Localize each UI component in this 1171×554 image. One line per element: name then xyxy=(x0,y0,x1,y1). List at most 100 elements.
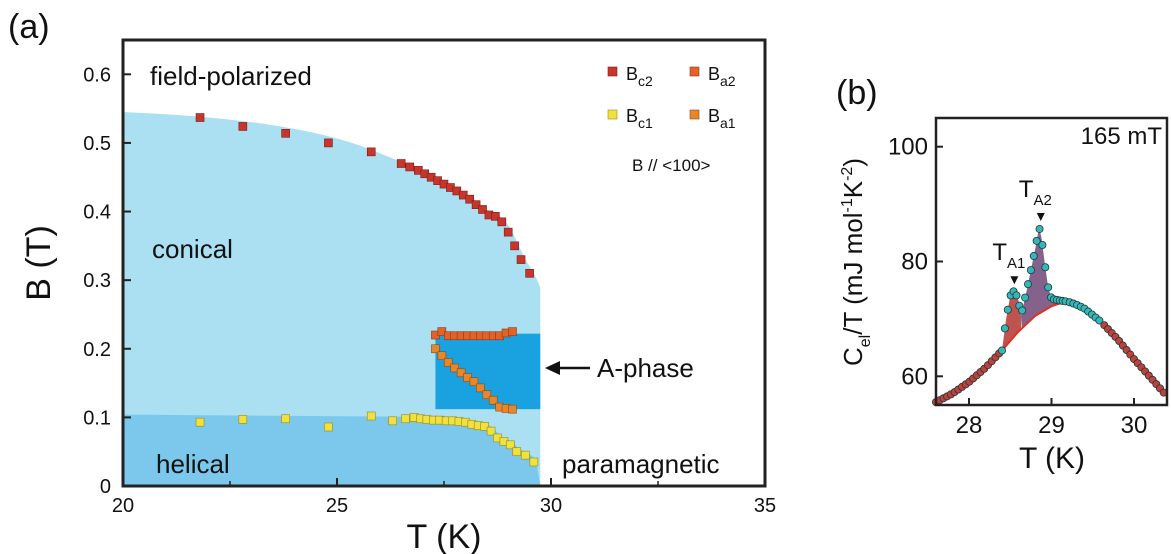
data-point xyxy=(1041,263,1050,272)
marker-bc2 xyxy=(238,122,248,131)
panel-a-plot: 20 25 30 35 0 0.1 0.2 0.3 0.4 0.5 0.6 xyxy=(83,38,776,517)
marker-ba1 xyxy=(469,377,479,387)
peak-arrow xyxy=(1036,213,1045,222)
marker-bc1 xyxy=(512,447,522,456)
panel-b-data-points xyxy=(932,224,1168,407)
marker-bc2 xyxy=(497,217,507,227)
panel-a-y-ticks: 0 0.1 0.2 0.3 0.4 0.5 0.6 xyxy=(83,64,131,498)
panel-b-annotation: 165 mT xyxy=(1081,123,1163,150)
marker-bc1 xyxy=(486,426,496,436)
data-point xyxy=(1032,236,1041,245)
panel-b-label: (b) xyxy=(836,74,878,112)
data-point xyxy=(1021,293,1030,302)
legend-marker-bc2 xyxy=(607,66,618,77)
a-phase-label: A-phase xyxy=(597,353,694,383)
panel-b-x-label: T (K) xyxy=(1019,442,1085,475)
legend-marker-ba2 xyxy=(689,66,700,77)
marker-bc1 xyxy=(238,415,248,424)
helical-region xyxy=(123,414,541,486)
y-tick-label: 0.5 xyxy=(83,133,111,155)
marker-bc1 xyxy=(506,440,515,450)
y-tick-label: 0.3 xyxy=(83,270,111,292)
legend-label-ba1: Ba1 xyxy=(708,106,736,131)
marker-bc1 xyxy=(401,414,410,424)
panel-a-y-label: B (T) xyxy=(20,225,58,301)
legend-label-bc2: Bc2 xyxy=(626,64,653,89)
y-tick-label: 60 xyxy=(901,363,928,390)
marker-bc2 xyxy=(503,227,513,237)
marker-bc2 xyxy=(324,138,333,148)
marker-bc1 xyxy=(521,450,530,460)
marker-bc1 xyxy=(388,416,397,426)
data-point xyxy=(1012,291,1021,300)
y-tick-label: 0.1 xyxy=(83,407,111,429)
data-point xyxy=(1000,324,1009,333)
marker-ba1 xyxy=(456,368,466,378)
panel-a-label: (a) xyxy=(8,8,50,46)
y-tick-label: 0.6 xyxy=(83,64,111,86)
legend-label-ba2: Ba2 xyxy=(708,64,736,89)
x-tick-label: 25 xyxy=(326,495,348,517)
marker-ba2 xyxy=(508,327,517,336)
panel-b-y-ticks: 60 80 100 xyxy=(888,134,943,390)
panel-a-x-ticks: 20 25 30 35 xyxy=(112,478,776,517)
marker-bc2 xyxy=(405,162,415,172)
marker-bc2 xyxy=(516,255,526,264)
panel-b-x-ticks: 28 29 30 xyxy=(956,398,1147,439)
y-tick-label: 0 xyxy=(100,476,111,498)
marker-bc2 xyxy=(510,241,519,251)
panel-a-legend: Bc2 Ba2 Bc1 Ba1 B // <100> xyxy=(607,64,736,175)
y-tick-label: 80 xyxy=(901,249,928,276)
data-point xyxy=(1095,316,1104,325)
legend-note: B // <100> xyxy=(632,156,711,175)
x-tick-label: 29 xyxy=(1038,412,1065,439)
conical-label: conical xyxy=(152,234,233,264)
marker-bc2 xyxy=(281,129,290,138)
marker-bc1 xyxy=(324,422,333,432)
marker-bc2 xyxy=(491,212,500,221)
marker-bc1 xyxy=(529,457,539,467)
marker-bc1 xyxy=(281,414,290,424)
paramagnetic-label: paramagnetic xyxy=(562,449,720,479)
marker-bc1 xyxy=(366,411,376,421)
marker-bc2 xyxy=(471,200,481,209)
y-tick-label: 0.2 xyxy=(83,339,111,361)
marker-bc2 xyxy=(465,194,474,204)
legend-label-bc1: Bc1 xyxy=(626,106,653,131)
panel-b-peak-labels: TA1 TA2 xyxy=(992,176,1052,285)
data-point xyxy=(1026,266,1035,275)
panel-b-y-label: Cel/T (mJ mol-1K-2) xyxy=(838,158,874,366)
marker-bc2 xyxy=(366,147,376,157)
y-tick-label: 100 xyxy=(888,134,928,161)
marker-ba1 xyxy=(482,390,492,400)
x-tick-label: 28 xyxy=(956,412,983,439)
marker-bc2 xyxy=(525,268,534,278)
marker-ba1 xyxy=(488,395,498,405)
marker-ba1 xyxy=(450,363,460,373)
helical-label: helical xyxy=(156,449,230,479)
legend-marker-ba1 xyxy=(689,109,700,120)
field-polarized-label: field-polarized xyxy=(150,61,312,91)
panel-a-markers xyxy=(195,113,539,467)
marker-bc1 xyxy=(480,422,489,431)
marker-bc2 xyxy=(195,113,205,122)
data-point xyxy=(1044,283,1053,292)
x-tick-label: 20 xyxy=(112,495,134,517)
marker-ba1 xyxy=(443,358,453,367)
data-point xyxy=(1038,240,1047,249)
marker-ba1 xyxy=(437,351,447,360)
data-point xyxy=(1035,224,1044,233)
marker-ba1 xyxy=(431,344,440,354)
y-tick-label: 0.4 xyxy=(83,202,111,224)
marker-bc2 xyxy=(478,205,487,214)
data-point xyxy=(998,346,1007,355)
marker-ba1 xyxy=(508,404,517,414)
x-tick-label: 35 xyxy=(754,495,776,517)
data-point xyxy=(1003,305,1012,314)
marker-ba1 xyxy=(476,383,485,393)
data-point xyxy=(1029,252,1038,261)
panel-b-plot: 28 29 30 60 80 100 TA1 TA2 xyxy=(888,116,1169,439)
data-point xyxy=(1023,280,1032,289)
peak-arrow xyxy=(1010,276,1019,285)
